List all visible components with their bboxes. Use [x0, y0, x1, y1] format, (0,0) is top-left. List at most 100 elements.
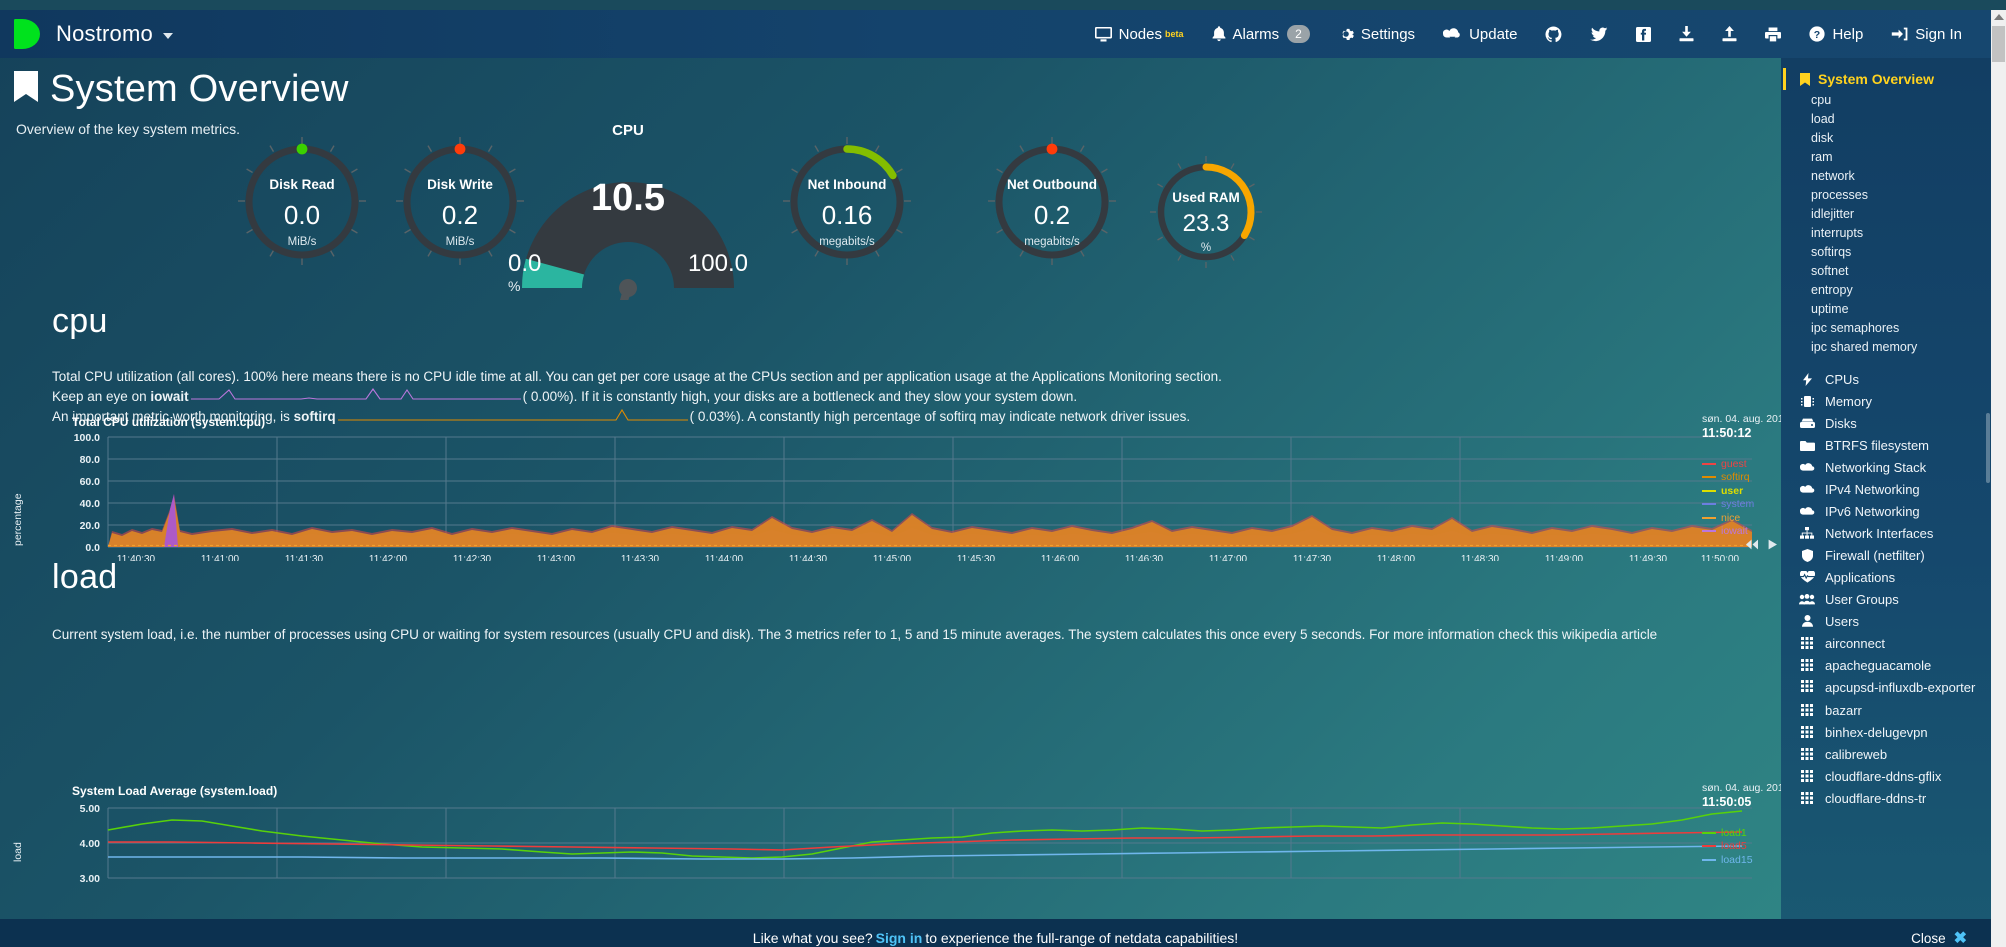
sidebar-item-softnet[interactable]: softnet — [1811, 263, 1849, 278]
chevron-down-icon[interactable] — [162, 33, 173, 39]
legend-date: søn. 04. aug. 2019 — [1702, 413, 1790, 425]
scrollbar-thumb[interactable] — [1992, 26, 2005, 62]
sidebar-item-entropy[interactable]: entropy — [1811, 282, 1853, 297]
sidebar-item-system-overview[interactable]: System Overview — [1783, 68, 1991, 90]
sidebar-item-network-interfaces[interactable]: Network Interfaces — [1781, 522, 1991, 544]
sidebar-item-softirqs[interactable]: softirqs — [1811, 244, 1852, 259]
close-icon[interactable]: ✖ — [1953, 930, 1967, 947]
cpu-desc-2-metric: iowait — [150, 389, 189, 404]
sidebar-item-idlejitter[interactable]: idlejitter — [1811, 206, 1855, 221]
scroll-up-arrow-icon[interactable] — [1993, 14, 2004, 20]
sidebar-item-applications[interactable]: Applications — [1781, 566, 1991, 588]
shield-icon — [1797, 548, 1817, 562]
sidebar-item-ipv4-networking[interactable]: IPv4 Networking — [1781, 478, 1991, 500]
svg-text:11:42:00: 11:42:00 — [369, 554, 408, 561]
grid-icon — [1797, 637, 1817, 649]
svg-text:11:41:30: 11:41:30 — [285, 554, 324, 561]
sidebar-item-network[interactable]: network — [1811, 168, 1855, 183]
memory-icon — [1797, 395, 1817, 408]
sidebar-item-ipv6-networking[interactable]: IPv6 Networking — [1781, 500, 1991, 522]
brand[interactable]: Nostromo — [0, 19, 173, 49]
nav-item-nodes[interactable]: Nodes beta — [1081, 10, 1198, 58]
sidebar-item-user-groups[interactable]: User Groups — [1781, 588, 1991, 610]
sidebar-item-users[interactable]: Users — [1781, 610, 1991, 632]
sidebar-item-ram[interactable]: ram — [1811, 149, 1833, 164]
sidebar-item-bazarr[interactable]: bazarr — [1781, 699, 1991, 721]
sidebar-item-cpus[interactable]: CPUs — [1781, 368, 1991, 390]
sidebar-item-apcupsd-influxdb-exporter[interactable]: apcupsd-influxdb-exporter — [1781, 676, 1991, 699]
sidebar-item-label: calibreweb — [1825, 746, 1888, 762]
nav-item-twitter[interactable] — [1576, 10, 1622, 58]
chart-canvas[interactable]: load 5.00 4.00 3.00 — [12, 800, 1752, 890]
legend-time: 11:50:12 — [1702, 426, 1752, 440]
window-scrollbar[interactable] — [1991, 10, 2006, 947]
svg-text:11:48:00: 11:48:00 — [1377, 554, 1416, 561]
nav-item-import[interactable] — [1665, 10, 1708, 58]
sidebar-item-calibreweb[interactable]: calibreweb — [1781, 743, 1991, 765]
sign-in-icon — [1891, 27, 1908, 41]
nav-item-export[interactable] — [1708, 10, 1751, 58]
sidebar-item-load[interactable]: load — [1811, 111, 1835, 126]
sidebar-item-disk[interactable]: disk — [1811, 130, 1834, 145]
sidebar-item-cpu[interactable]: cpu — [1811, 92, 1832, 107]
nav-item-facebook[interactable] — [1622, 10, 1665, 58]
chart-system-cpu[interactable]: Total CPU utilization (system.cpu) perce… — [12, 413, 1862, 561]
gauge-unit: MiB/s — [445, 236, 475, 248]
gauge-net-inbound[interactable]: Net Inbound 0.16 megabits/s — [777, 132, 917, 272]
sidebar-item-binhex-delugevpn[interactable]: binhex-delugevpn — [1781, 721, 1991, 743]
load-desc-line-1: Current system load, i.e. the number of … — [52, 627, 1658, 642]
nav-item-settings[interactable]: Settings — [1324, 10, 1429, 58]
nav-label-signin: Sign In — [1915, 25, 1962, 43]
sidebar-item-networking-stack[interactable]: Networking Stack — [1781, 456, 1991, 478]
sidebar-item-disks[interactable]: Disks — [1781, 412, 1991, 434]
promo-signin-link[interactable]: Sign in — [875, 930, 923, 946]
sidebar-item-cloudflare-ddns-gflix[interactable]: cloudflare-ddns-gflix — [1781, 765, 1991, 787]
gauge-disk-read[interactable]: Disk Read 0.0 MiB/s — [232, 132, 372, 272]
sidebar-item-btrfs-filesystem[interactable]: BTRFS filesystem — [1781, 434, 1991, 456]
grid-icon — [1797, 792, 1817, 804]
sidebar-item-processes[interactable]: processes — [1811, 187, 1868, 202]
nav-item-print[interactable] — [1751, 10, 1795, 58]
sidebar-item-firewall-netfilter[interactable]: Firewall (netfilter) — [1781, 544, 1991, 566]
sidebar-item-apacheguacamole[interactable]: apacheguacamole — [1781, 654, 1991, 676]
iowait-sparkline — [190, 387, 521, 407]
sidebar-item-interrupts[interactable]: interrupts — [1811, 225, 1864, 240]
sidebar-scrollbar[interactable] — [1986, 413, 1990, 483]
page-subtitle: Overview of the key system metrics. — [16, 121, 241, 137]
gauge-used-ram[interactable]: Used RAM 23.3 % — [1146, 152, 1266, 272]
section-cpu: cpu Total CPU utilization (all cores). 1… — [52, 302, 1752, 428]
svg-text:20.0: 20.0 — [80, 520, 101, 532]
cpu-gauge-max: 100.0 — [687, 250, 748, 277]
cpu-desc-line-3: An important metric worth monitoring, is… — [52, 407, 1752, 427]
nav-label-alarms: Alarms — [1232, 25, 1280, 43]
gauge-net-outbound[interactable]: Net Outbound 0.2 megabits/s — [982, 132, 1122, 272]
softirq-sparkline — [337, 408, 688, 428]
sidebar-item-memory[interactable]: Memory — [1781, 390, 1991, 412]
nav-item-help[interactable]: ? Help — [1795, 10, 1877, 58]
sidebar-item-airconnect[interactable]: airconnect — [1781, 632, 1991, 654]
chart-system-load[interactable]: System Load Average (system.load) load 5… — [12, 782, 1862, 890]
rewind-icon[interactable] — [1745, 538, 1759, 553]
sidebar-item-cloudflare-ddns-tr[interactable]: cloudflare-ddns-tr — [1781, 787, 1991, 809]
bell-icon — [1211, 26, 1226, 42]
chart-canvas[interactable]: percentage 100.0 80.0 60.0 40.0 20.0 0.0 — [12, 431, 1752, 561]
nav-item-alarms[interactable]: Alarms 2 — [1198, 10, 1324, 58]
sidebar-item-ipc-shared-memory[interactable]: ipc shared memory — [1811, 339, 1918, 354]
svg-text:11:45:30: 11:45:30 — [957, 554, 996, 561]
sidebar-item-uptime[interactable]: uptime — [1811, 301, 1849, 316]
brand-name: Nostromo — [56, 21, 153, 46]
promo-close-button[interactable]: Close ✖ — [1911, 928, 1967, 947]
sidebar-item-ipc-semaphores[interactable]: ipc semaphores — [1811, 320, 1900, 335]
cpu-desc-3-post: A constantly high percentage of softirq … — [747, 409, 1191, 425]
play-icon[interactable] — [1768, 538, 1778, 553]
nav-item-github[interactable] — [1531, 10, 1576, 58]
legend-series-name: iowait — [1721, 525, 1748, 537]
sidebar-item-label: BTRFS filesystem — [1825, 437, 1930, 453]
nav-item-signin[interactable]: Sign In — [1877, 10, 1976, 58]
legend-color-swatch — [1702, 476, 1716, 478]
nav-item-update[interactable]: Update — [1429, 10, 1531, 58]
svg-text:?: ? — [1814, 29, 1820, 41]
gauge-disk-write[interactable]: Disk Write 0.2 MiB/s — [390, 132, 530, 272]
gauge-label: Net Outbound — [1007, 177, 1097, 192]
chart-y-axis-label: load — [12, 842, 24, 862]
